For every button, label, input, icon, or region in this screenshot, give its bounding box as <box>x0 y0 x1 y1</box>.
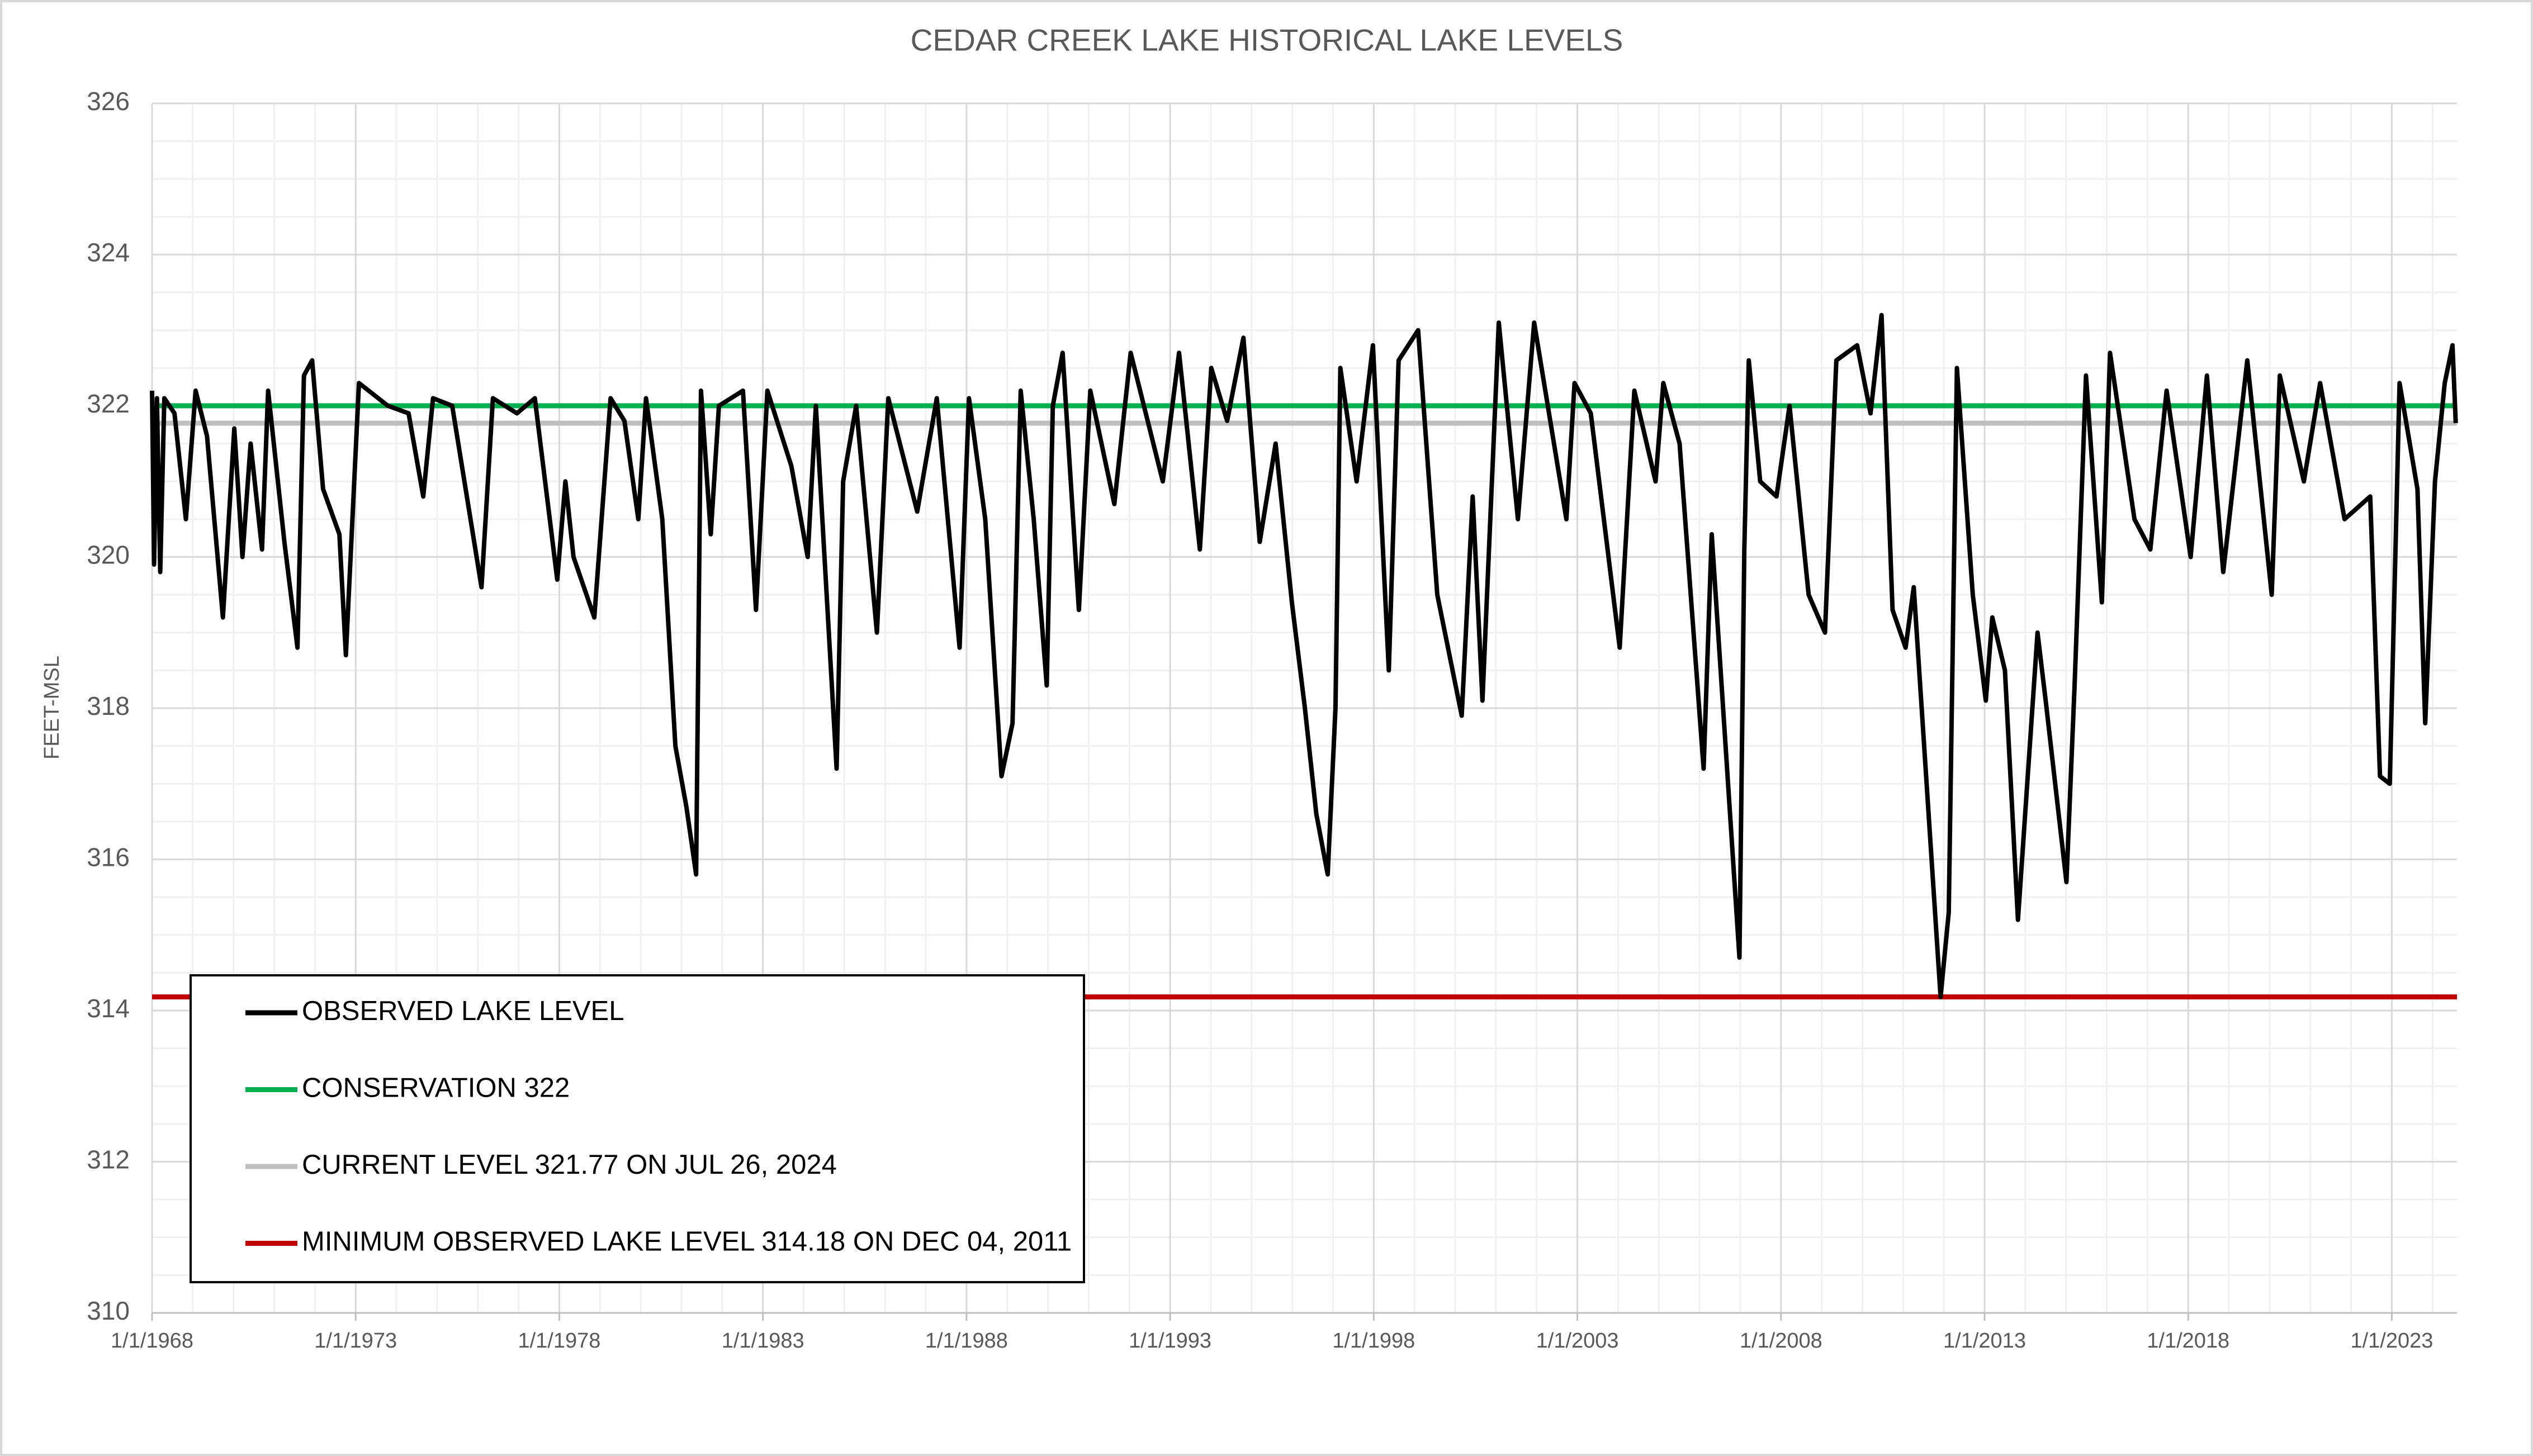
x-tick-label: 1/1/1978 <box>518 1329 600 1353</box>
legend-label: MINIMUM OBSERVED LAKE LEVEL 314.18 ON DE… <box>302 1226 1072 1256</box>
legend-label: CURRENT LEVEL 321.77 ON JUL 26, 2024 <box>302 1150 837 1180</box>
x-tick-label: 1/1/2008 <box>1740 1329 1822 1353</box>
y-tick-label: 316 <box>87 843 130 872</box>
y-tick-label: 314 <box>87 994 130 1023</box>
y-tick-label: 310 <box>87 1296 130 1325</box>
chart-title: CEDAR CREEK LAKE HISTORICAL LAKE LEVELS <box>911 23 1623 58</box>
y-tick-label: 318 <box>87 691 130 720</box>
legend-label: OBSERVED LAKE LEVEL <box>302 996 624 1026</box>
data-line <box>150 312 2458 999</box>
y-tick-label: 320 <box>87 540 130 570</box>
legend-box <box>190 974 1085 1283</box>
legend: OBSERVED LAKE LEVEL CONSERVATION 322 CURRE… <box>190 974 1085 1283</box>
y-tick-label: 324 <box>87 238 130 267</box>
x-tick-label: 1/1/1973 <box>314 1329 397 1353</box>
y-tick-label: 322 <box>87 389 130 418</box>
legend-label: CONSERVATION 322 <box>302 1073 570 1103</box>
x-tick-label: 1/1/1968 <box>111 1329 193 1353</box>
x-tick-label: 1/1/1998 <box>1332 1329 1415 1353</box>
x-tick-label: 1/1/2018 <box>2147 1329 2229 1353</box>
x-tick-label: 1/1/1993 <box>1129 1329 1211 1353</box>
y-tick-label: 312 <box>87 1145 130 1174</box>
x-tick-label: 1/1/2003 <box>1536 1329 1619 1353</box>
x-tick-label: 1/1/2013 <box>1943 1329 2026 1353</box>
y-tick-label: 326 <box>87 87 130 116</box>
x-tick-label: 1/1/2023 <box>2350 1329 2433 1353</box>
y-axis-title: FEET-MSL <box>40 656 64 760</box>
x-tick-label: 1/1/1988 <box>925 1329 1008 1353</box>
x-tick-label: 1/1/1983 <box>722 1329 804 1353</box>
